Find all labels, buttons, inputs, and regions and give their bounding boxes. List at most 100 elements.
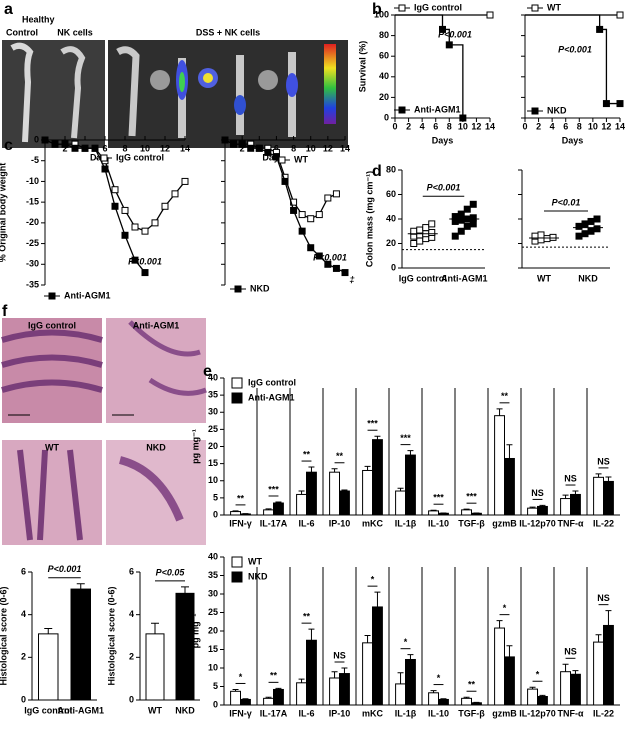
error-bar	[151, 622, 159, 634]
bar	[405, 454, 416, 516]
image-label: Control	[6, 27, 38, 37]
y-tick-label: 6	[129, 566, 134, 576]
bar	[494, 627, 506, 706]
y-tick-label: -15	[26, 197, 39, 207]
weight-marker	[121, 206, 129, 214]
x-tick-label: IL-10	[428, 708, 449, 718]
significance-label: ***	[400, 433, 411, 443]
error-bar	[364, 465, 371, 471]
bar	[263, 509, 275, 516]
x-tick-label: 4	[550, 121, 555, 131]
image-group-label: Healthy	[22, 14, 55, 24]
error-bar	[397, 487, 404, 492]
survival-marker	[602, 100, 610, 108]
x-tick-label: IgG control	[24, 705, 72, 715]
weight-line	[44, 139, 186, 232]
y-tick-label: 0	[384, 112, 389, 122]
colon-mass-point	[416, 237, 424, 245]
x-tick-label: NKD	[578, 273, 598, 283]
y-axis-label: Histological score (0-6)	[0, 586, 8, 685]
error-bar	[529, 686, 536, 690]
x-tick-label: 8	[577, 121, 582, 131]
weight-marker	[131, 223, 139, 231]
x-tick-label: 12	[323, 143, 333, 153]
x-tick-label: 12	[160, 143, 170, 153]
weight-marker	[238, 140, 246, 148]
y-tick-label: 0	[213, 699, 218, 709]
bar	[438, 698, 449, 706]
significance-label: **	[468, 680, 476, 690]
histology-images	[1, 318, 207, 545]
y-tick-label: -35	[26, 279, 39, 289]
error-bar	[341, 489, 348, 492]
y-tick-label: 0	[21, 694, 26, 704]
significance-label: *	[437, 673, 441, 683]
weight-marker	[91, 144, 99, 152]
bar	[405, 658, 416, 706]
bar	[560, 498, 571, 516]
colon-mass-point	[457, 227, 465, 235]
bar	[362, 469, 374, 516]
x-tick-label: IL-10	[428, 518, 449, 528]
colon-mass-point	[581, 230, 589, 238]
legend-marker	[531, 4, 539, 12]
annotation: P<0.01	[552, 197, 581, 207]
colon-mass-point	[428, 228, 436, 236]
bar	[461, 697, 473, 706]
annotation: P<0.001	[438, 29, 472, 39]
significance-label: ***	[433, 493, 444, 503]
survival-line	[395, 14, 464, 118]
annotation: P<0.001	[313, 252, 347, 262]
annotation: ‡	[349, 274, 354, 284]
bar	[273, 688, 284, 706]
error-bar	[44, 628, 53, 634]
error-bar	[430, 509, 437, 511]
weight-marker	[221, 136, 229, 144]
y-tick-label: 20	[379, 92, 389, 102]
x-tick-label: mKC	[362, 708, 384, 718]
error-bar	[232, 688, 239, 692]
panel-label: c	[4, 137, 13, 154]
colon-mass-point	[457, 216, 465, 224]
colon-mass-point	[575, 232, 583, 240]
bar	[362, 642, 374, 706]
survival-marker	[459, 114, 467, 122]
annotation: P<0.05	[156, 567, 186, 577]
error-bar	[242, 698, 249, 700]
weight-marker	[290, 206, 298, 214]
bar	[339, 490, 350, 516]
error-bar	[181, 586, 189, 594]
x-tick-label: 2	[406, 121, 411, 131]
bar	[395, 490, 407, 516]
significance-label: **	[336, 451, 344, 461]
legend-label: WT	[248, 556, 262, 566]
y-tick-label: 30	[208, 588, 218, 598]
weight-marker	[121, 231, 129, 239]
significance-label: NS	[531, 488, 544, 498]
weight-marker	[315, 211, 323, 219]
error-bar	[331, 468, 338, 473]
survival-marker	[445, 41, 453, 49]
survival-marker	[439, 25, 446, 33]
error-bar	[562, 663, 569, 672]
significance-label: ***	[466, 492, 477, 502]
significance-label: NS	[597, 593, 610, 603]
significance-label: *	[404, 637, 408, 647]
y-tick-label: 40	[208, 372, 218, 382]
error-bar	[529, 506, 536, 509]
bar	[570, 493, 581, 516]
x-tick-label: TNF-α	[557, 708, 583, 718]
legend-label: Anti-AGM1	[414, 104, 461, 114]
error-bar	[298, 490, 305, 495]
weight-marker	[307, 215, 315, 223]
colon-mass-point	[416, 226, 424, 234]
error-bar	[496, 620, 503, 629]
error-bar	[605, 610, 612, 626]
error-bar	[341, 667, 348, 674]
weight-marker	[341, 269, 349, 277]
legend-marker	[398, 4, 406, 12]
legend-marker	[398, 106, 406, 114]
legend-swatch	[231, 392, 243, 404]
significance-label: NS	[597, 456, 610, 466]
